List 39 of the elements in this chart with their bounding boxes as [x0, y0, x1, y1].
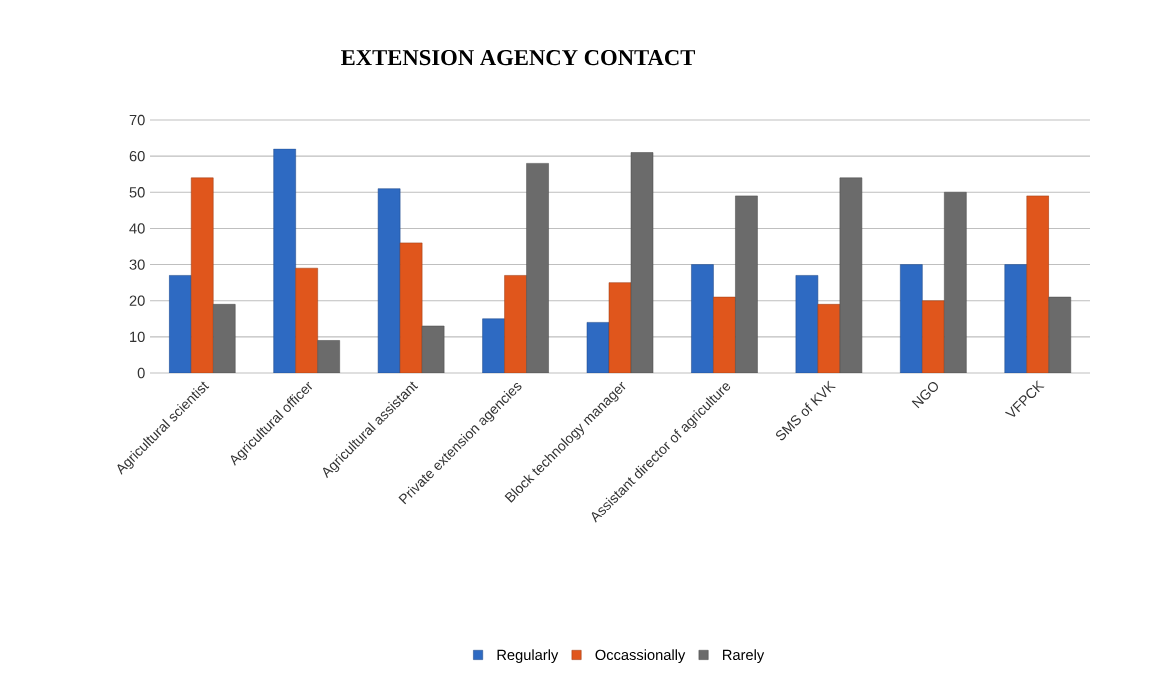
bar	[691, 264, 714, 374]
y-tick-label: 20	[129, 295, 145, 306]
y-tick-label: 50	[129, 187, 145, 198]
chart-title: EXTENSION AGENCY CONTACT	[341, 49, 696, 66]
bar	[713, 296, 736, 374]
legend-label: Rarely	[723, 649, 765, 663]
y-tick-label: 70	[129, 114, 145, 126]
bar	[922, 300, 945, 374]
bar	[504, 275, 527, 374]
bar	[482, 318, 505, 374]
bar	[735, 195, 758, 374]
bar	[1048, 296, 1072, 374]
y-tick-label: 30	[129, 259, 145, 270]
bar	[421, 325, 445, 374]
bar	[212, 304, 236, 374]
bar	[190, 177, 214, 374]
bar	[586, 322, 610, 374]
bar	[1026, 195, 1050, 374]
bar	[795, 275, 819, 374]
y-tick-label: 10	[130, 331, 145, 343]
bar	[377, 188, 401, 374]
bar	[944, 192, 967, 374]
y-tick-label: 0	[137, 367, 145, 379]
bar	[817, 304, 841, 374]
legend-label: Regularly	[497, 649, 559, 663]
bar	[839, 177, 863, 374]
bar	[317, 340, 340, 374]
bar	[399, 242, 423, 374]
bar	[295, 267, 318, 374]
bar	[608, 282, 632, 374]
y-tick-label: 40	[129, 223, 145, 234]
y-tick-label: 60	[129, 150, 145, 162]
bar	[526, 163, 549, 374]
legend-label: Occassionally	[595, 649, 686, 663]
bar	[168, 275, 192, 374]
bar	[630, 152, 654, 374]
bar	[1004, 264, 1028, 374]
bar	[273, 148, 296, 374]
bar	[900, 264, 923, 374]
